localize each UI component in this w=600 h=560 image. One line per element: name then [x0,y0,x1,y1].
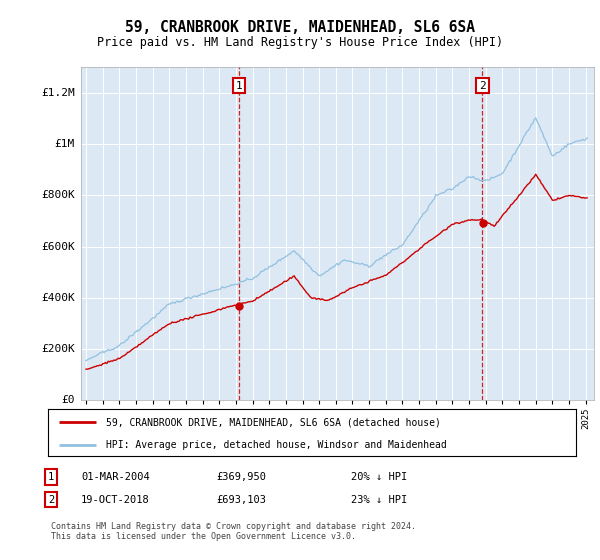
Text: 19-OCT-2018: 19-OCT-2018 [81,494,150,505]
Text: HPI: Average price, detached house, Windsor and Maidenhead: HPI: Average price, detached house, Wind… [106,440,447,450]
Text: £400K: £400K [41,293,75,303]
Text: Contains HM Land Registry data © Crown copyright and database right 2024.
This d: Contains HM Land Registry data © Crown c… [51,522,416,542]
Text: £1.2M: £1.2M [41,88,75,98]
Text: 1: 1 [48,472,54,482]
Text: £200K: £200K [41,344,75,354]
Text: £693,103: £693,103 [216,494,266,505]
Text: 1: 1 [235,81,242,91]
Text: 23% ↓ HPI: 23% ↓ HPI [351,494,407,505]
Text: 2: 2 [48,494,54,505]
Text: 59, CRANBROOK DRIVE, MAIDENHEAD, SL6 6SA: 59, CRANBROOK DRIVE, MAIDENHEAD, SL6 6SA [125,20,475,35]
Text: Price paid vs. HM Land Registry's House Price Index (HPI): Price paid vs. HM Land Registry's House … [97,36,503,49]
Text: £800K: £800K [41,190,75,200]
Text: 20% ↓ HPI: 20% ↓ HPI [351,472,407,482]
Text: £369,950: £369,950 [216,472,266,482]
Text: 59, CRANBROOK DRIVE, MAIDENHEAD, SL6 6SA (detached house): 59, CRANBROOK DRIVE, MAIDENHEAD, SL6 6SA… [106,417,441,427]
Text: £600K: £600K [41,241,75,251]
Text: £1M: £1M [55,139,75,149]
Text: 2: 2 [479,81,486,91]
Text: £0: £0 [61,395,75,405]
Text: 01-MAR-2004: 01-MAR-2004 [81,472,150,482]
